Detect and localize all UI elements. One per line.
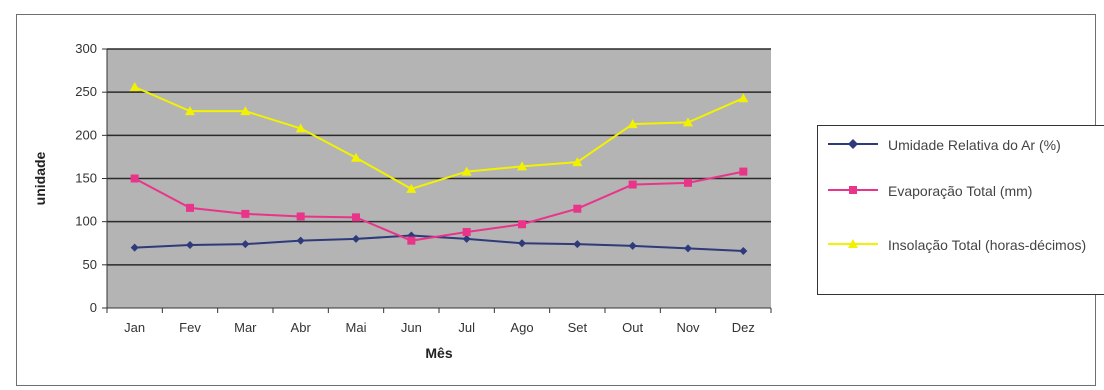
point-insolacao-mar [240,106,251,116]
point-insolacao-jul [461,166,472,176]
point-insolacao-mai [351,152,361,162]
x-tick-label-mai: Mai [346,320,367,335]
series-layer [129,81,749,256]
legend-label-insolacao: Insolação Total (horas-décimos) [888,237,1087,253]
y-tick-label-200: 200 [75,127,97,142]
point-umidade-jan [130,243,139,252]
y-tick-label-100: 100 [75,214,97,229]
point-evaporacao-fev [186,203,194,212]
point-insolacao-jun [406,183,417,193]
x-tick-label-mar: Mar [234,320,257,335]
point-evaporacao-abr [296,212,305,221]
series-line-evaporacao [134,170,744,242]
point-insolacao-nov [683,117,693,127]
x-tick-label-jun: Jun [401,320,422,335]
legend-swatch-evaporacao [828,186,878,194]
x-tick-label-ago: Ago [510,320,533,335]
point-evaporacao-jul [462,228,471,237]
y-axis-title: unidade [32,151,48,205]
x-tick-label-abr: Abr [291,320,312,335]
x-tick-label-dez: Dez [732,320,755,335]
point-umidade-ago [518,239,526,248]
gridlines [107,48,771,266]
point-evaporacao-dez [739,167,748,176]
line-chart: 0 50 100 150 200 250 300 Jan Fev Mar Abr Mai Jun Jul A… [32,41,772,361]
point-insolacao-fev [185,106,195,116]
legend-swatch-umidade [828,139,878,149]
x-tick-label-out: Out [622,320,643,335]
point-insolacao-dez [738,93,749,103]
point-insolacao-set [572,157,583,167]
legend-item-umidade: Umidade Relativa do Ar (%) [818,136,1104,176]
legend-label-evaporacao: Evaporação Total (mm) [888,183,1033,199]
legend-swatch-insolacao [828,239,878,248]
y-tick-label-300: 300 [75,41,97,56]
point-umidade-jul [462,234,471,243]
point-umidade-set [573,240,582,249]
point-umidade-out [628,241,637,250]
point-umidade-mai [352,234,360,243]
point-umidade-abr [296,236,305,245]
point-evaporacao-jun [407,236,416,245]
point-evaporacao-ago [518,220,526,229]
x-axis-title: Mês [425,345,452,361]
point-evaporacao-mar [241,209,250,218]
point-evaporacao-nov [684,178,692,187]
series-line-insolacao [134,86,744,190]
point-insolacao-jan [129,81,140,91]
x-tick-label-set: Set [568,320,588,335]
point-evaporacao-mai [352,213,360,222]
y-tick-label-250: 250 [75,84,97,99]
point-umidade-fev [186,240,194,249]
chart-frame: 0 50 100 150 200 250 300 Jan Fev Mar Abr Mai Jun Jul A… [16,14,1104,386]
point-evaporacao-jan [130,174,139,183]
x-tick-label-jan: Jan [124,320,145,335]
point-umidade-dez [739,247,748,256]
point-umidade-nov [684,244,692,253]
axes: 0 50 100 150 200 250 300 Jan Fev Mar Abr Mai Jun Jul A… [75,41,772,335]
point-umidade-mar [241,240,250,249]
legend-item-evaporacao: Evaporação Total (mm) [818,182,1104,222]
legend: Umidade Relativa do Ar (%) Evaporação To… [817,125,1104,295]
x-tick-label-nov: Nov [676,320,700,335]
y-tick-label-50: 50 [83,257,97,272]
x-tick-label-jul: Jul [458,320,475,335]
x-tick-label-fev: Fev [179,320,201,335]
point-insolacao-ago [517,161,527,171]
y-tick-label-150: 150 [75,171,97,186]
y-tick-label-0: 0 [90,300,97,315]
point-insolacao-abr [295,123,306,133]
point-evaporacao-set [573,204,582,213]
legend-item-insolacao: Insolação Total (horas-décimos) [818,236,1104,276]
point-evaporacao-out [628,180,637,189]
point-insolacao-out [627,119,638,129]
legend-label-umidade: Umidade Relativa do Ar (%) [888,137,1061,153]
